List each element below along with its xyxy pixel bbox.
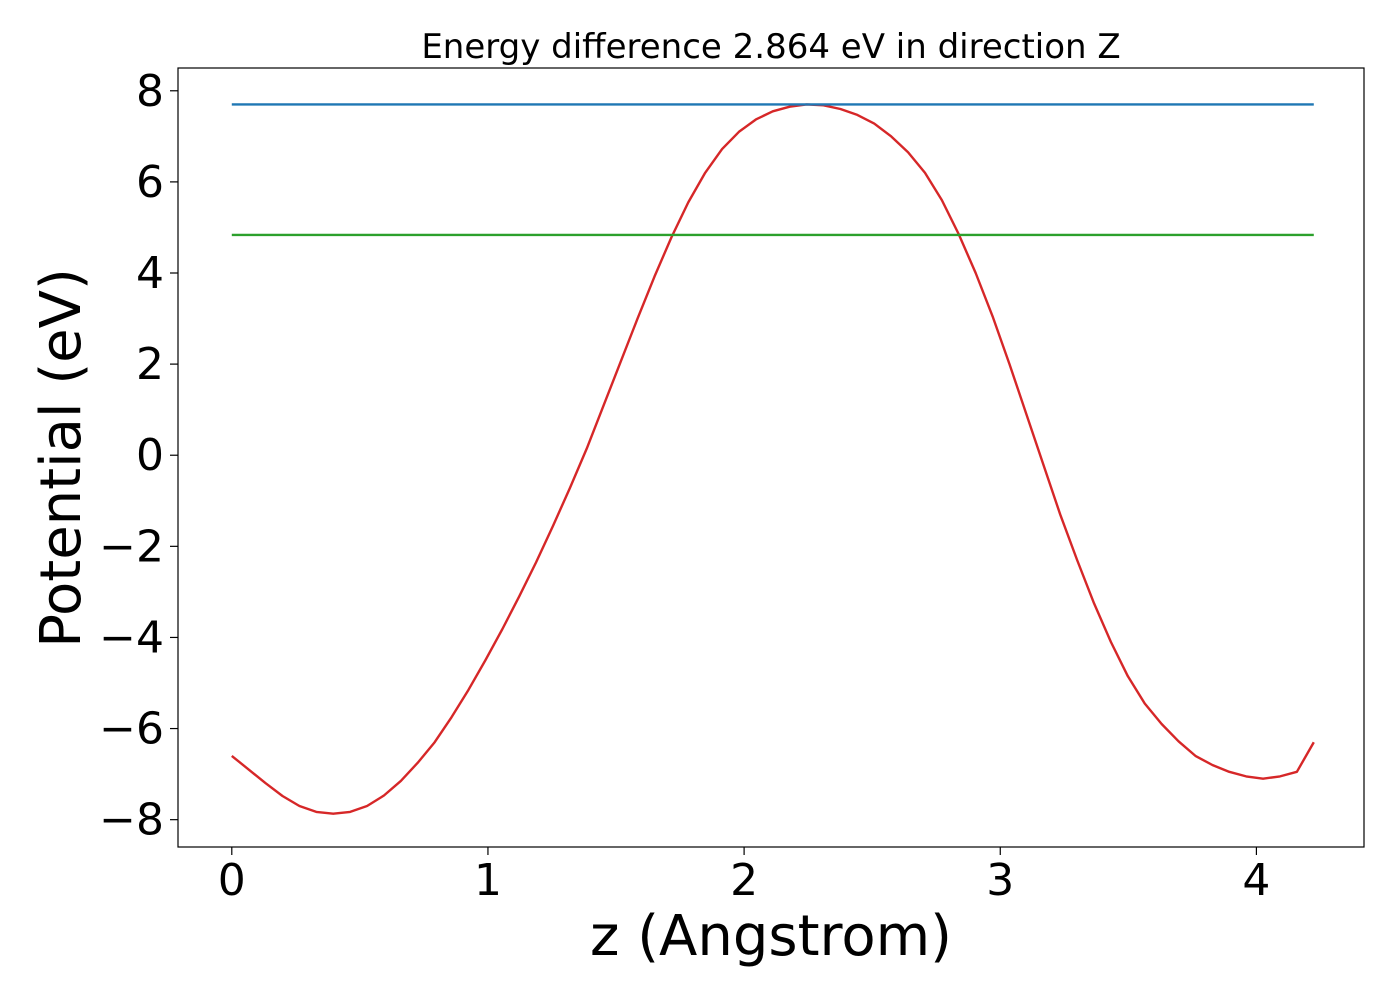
y-tick-label: 6 xyxy=(136,157,164,208)
y-tick-label: 8 xyxy=(136,66,164,117)
y-tick-label: −6 xyxy=(99,704,164,755)
x-tick-label: 2 xyxy=(730,855,758,906)
plot-frame xyxy=(177,67,1365,848)
y-tick-label: −8 xyxy=(99,795,164,846)
y-tick-label: 2 xyxy=(136,339,164,390)
x-axis-label: z (Angstrom) xyxy=(590,904,952,969)
y-tick-label: 0 xyxy=(136,430,164,481)
x-tick-label: 3 xyxy=(986,855,1014,906)
y-axis-label: Potential (eV) xyxy=(29,268,94,648)
y-tick-label: 4 xyxy=(136,248,164,299)
x-tick-label: 1 xyxy=(474,855,502,906)
x-tick-label: 0 xyxy=(218,855,246,906)
y-tick-label: −4 xyxy=(99,612,164,663)
y-tick-label: −2 xyxy=(99,521,164,572)
y-ticks: −8 −6 −4 −2 0 2 4 6 8 xyxy=(99,66,178,846)
x-ticks: 0 1 2 3 4 xyxy=(218,847,1270,906)
x-tick-label: 4 xyxy=(1242,855,1270,906)
chart-title: Energy difference 2.864 eV in direction … xyxy=(421,27,1120,67)
series-line-1 xyxy=(231,103,1315,815)
series-layer xyxy=(231,103,1315,815)
